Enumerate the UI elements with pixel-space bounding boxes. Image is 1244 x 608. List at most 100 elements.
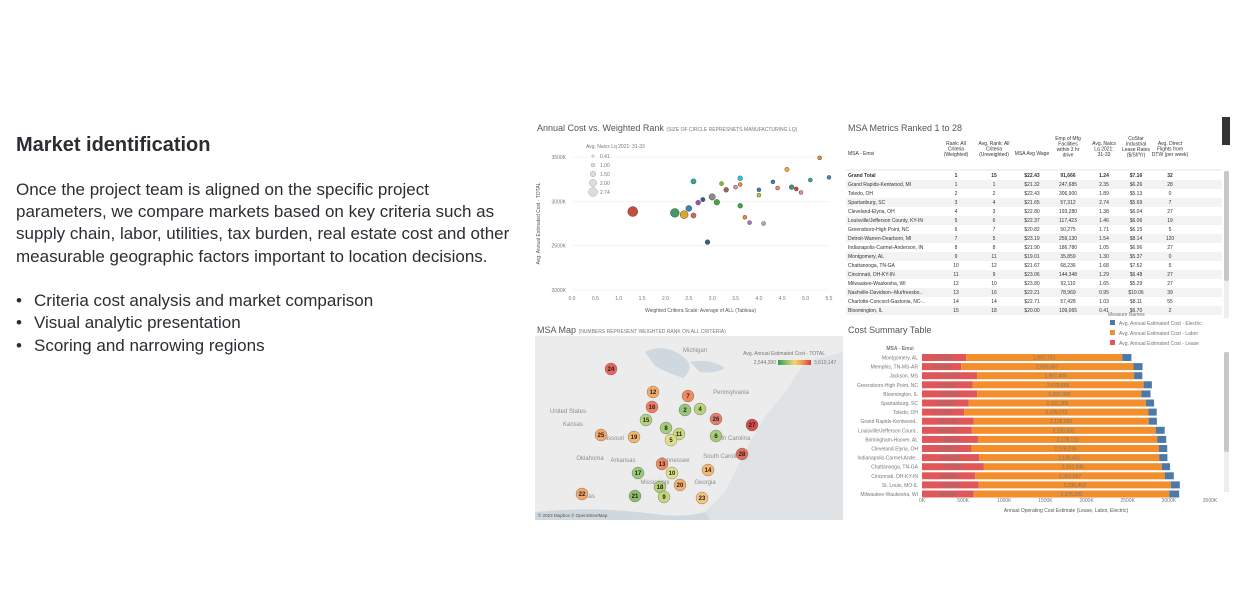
cost-scrollbar-thumb [1224, 352, 1229, 452]
table-cell: 193,280 [1059, 209, 1077, 215]
table-cell: 1.38 [1099, 209, 1109, 215]
map-state-label: North Carolina [712, 436, 751, 442]
cost-row-label: Louisville/Jefferson Count.. [858, 428, 918, 434]
table-cell: 1 [955, 182, 958, 188]
map-rank-label: 27 [749, 423, 756, 429]
labor-value-label: 2,162,546 [1062, 465, 1084, 471]
map-state-label: Kansas [563, 422, 583, 428]
table-cell: 8 [955, 245, 958, 251]
y-tick-label: 2000K [552, 288, 567, 294]
table-cell: 144,348 [1059, 272, 1077, 278]
map-rank-label: 10 [669, 471, 676, 477]
table-header: Rank: All Criteria (Weighted) [944, 141, 969, 158]
scatter-point [747, 220, 752, 225]
x-tick-label: 1.5 [639, 296, 646, 302]
table-cell: 92,110 [1061, 281, 1076, 287]
scatter-point [817, 155, 822, 161]
lease-value-label: 537,000 [935, 356, 953, 362]
table-cell: 1.46 [1099, 218, 1109, 224]
scatter-point [685, 205, 693, 212]
table-row-bg [846, 306, 1222, 315]
labor-bar [975, 472, 1165, 480]
table-header: CoStar Industrial Lease Rates ($/Sf/Yr) [1122, 136, 1151, 159]
electric-bar [1133, 363, 1143, 371]
map-state-label: Arkansas [610, 458, 635, 464]
lease-bar [922, 445, 972, 452]
feature-item: Scoring and narrowing regions [16, 335, 516, 358]
labor-value-label: 2,151,309 [1046, 401, 1068, 407]
map-title: MSA Map (NUMBERS REPRESENT WEIGHTED RANK… [537, 325, 726, 335]
x-tick-label: 2.0 [662, 296, 669, 302]
labor-value-label: 2,093,887 [1036, 365, 1058, 371]
cost-x-tick: 3000K [1162, 498, 1177, 504]
table-cell: Bloomington, IL [848, 308, 883, 314]
table-cell: 5 [993, 236, 996, 242]
table-cell: Toledo, OH [848, 191, 873, 197]
cost-row-label: Milwaukee-Waukesha, WI [860, 492, 918, 498]
cost-x-tick: 2000K [1079, 498, 1094, 504]
table-cell: $23.19 [1024, 236, 1040, 242]
table-cell: 27 [1167, 245, 1173, 251]
cost-title: Cost Summary Table [848, 325, 932, 335]
table-cell: 5 [955, 218, 958, 224]
map-rank-label: 22 [579, 492, 586, 498]
cost-row-label: Bloomington, IL [883, 392, 918, 398]
electric-bar [1155, 426, 1165, 434]
table-cell: $22.80 [1024, 209, 1040, 215]
map-region-marker [655, 457, 669, 471]
table-cell: 1.54 [1099, 236, 1109, 242]
color-legend-min: 2,544,390 [754, 360, 776, 366]
labor-bar [972, 381, 1144, 389]
table-cell: 1.71 [1099, 227, 1109, 233]
table-cell: 1.65 [1099, 281, 1109, 287]
map-region-marker [695, 491, 709, 505]
table-cell: 11 [953, 272, 958, 278]
map-rank-label: 15 [643, 418, 650, 424]
scatter-point [794, 186, 799, 192]
table-cell: $6.06 [1130, 218, 1143, 224]
table-row-bg [846, 234, 1222, 243]
table-cell: 27 [1167, 272, 1173, 278]
electric-bar [1164, 472, 1174, 480]
labor-bar [983, 463, 1162, 471]
map-rank-label: 5 [669, 438, 673, 444]
table-cell: 3 [955, 200, 958, 206]
table-cell: 1.68 [1099, 263, 1109, 269]
x-tick-label: 2.5 [685, 296, 692, 302]
electric-bar [1145, 399, 1155, 407]
lease-bar [922, 490, 974, 498]
table-header: Avg. Direct Flights from DTW (per week) [1152, 141, 1189, 158]
table-cell: 259,130 [1059, 236, 1077, 242]
size-legend-circle [591, 154, 595, 158]
table-cell: $21.65 [1024, 200, 1040, 206]
map-state-label: Mississippi [640, 480, 669, 486]
map-region-marker [735, 447, 749, 461]
map-region-marker [745, 418, 759, 432]
table-cell: 12 [991, 263, 997, 269]
table-cell: $6.04 [1130, 209, 1143, 215]
table-cell: Cincinnati, OH-KY-IN [848, 272, 895, 278]
map-state-label: Pennsylvania [713, 390, 749, 396]
map-region-marker [627, 430, 641, 444]
labor-bar [977, 390, 1142, 398]
cost-row-label: Toledo, OH [893, 410, 918, 416]
cost-x-tick: 3500K [1203, 498, 1218, 504]
labor-bar [971, 426, 1156, 434]
labor-value-label: 1,997,062 [1048, 392, 1070, 398]
table-row-bg [846, 270, 1222, 279]
table-header: Avg. Naics Lq 2021: 31-33 [1092, 141, 1116, 158]
map-state-label: South Carolina [703, 454, 743, 460]
cost-legend-label: Avg. Annual Estimated Cost - Lease [1119, 341, 1199, 347]
table-header: MSA Avg Wage [1015, 151, 1050, 157]
toolbar-controls[interactable] [1222, 117, 1230, 145]
table-cell: 10 [953, 263, 959, 269]
labor-value-label: 1,907,400 [1044, 374, 1066, 380]
table-cell: $5.69 [1130, 200, 1143, 206]
table-cell: 117,423 [1059, 218, 1077, 224]
table-cell: $10.06 [1128, 290, 1144, 296]
scatter-point [695, 200, 701, 206]
table-row-bg [846, 288, 1222, 297]
table-cell: 3 [993, 209, 996, 215]
lease-bar [922, 417, 974, 425]
msa-map[interactable]: Michigan Pennsylvania United States Kansas M… [535, 322, 843, 520]
